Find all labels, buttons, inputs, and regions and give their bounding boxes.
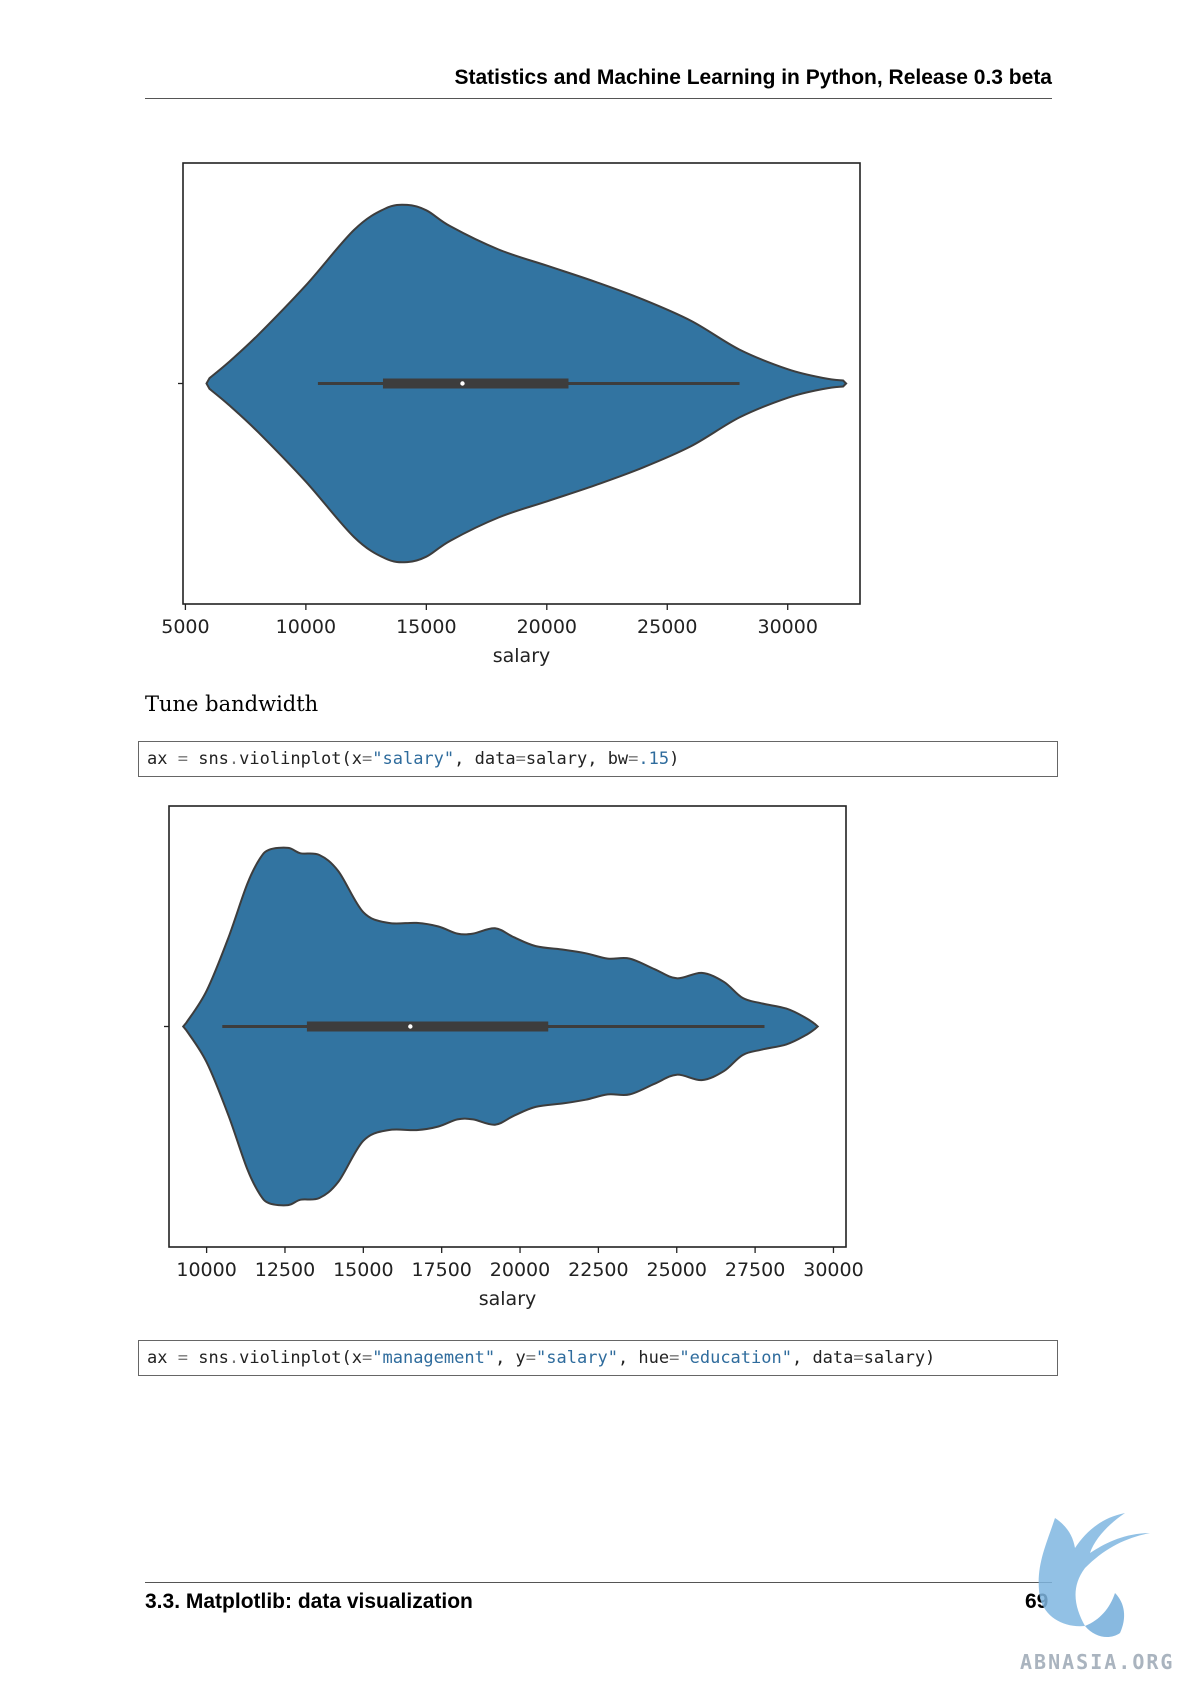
x-axis-label: salary: [479, 1288, 537, 1310]
x-tick-label: 30000: [757, 616, 817, 638]
running-header: Statistics and Machine Learning in Pytho…: [145, 66, 1052, 99]
x-tick-label: 27500: [725, 1259, 785, 1281]
watermark-label: ABNASIA.ORG: [1020, 1650, 1175, 1674]
x-tick-label: 17500: [411, 1259, 471, 1281]
violin-plot-1: 5000 10000 15000 20000 25000 30000 salary: [161, 160, 900, 680]
x-tick-label: 10000: [276, 616, 336, 638]
x-axis-label: salary: [493, 645, 551, 667]
x-tick-label: 12500: [255, 1259, 315, 1281]
griffin-watermark-icon: [1038, 1513, 1150, 1638]
footer-section-title: 3.3. Matplotlib: data visualization: [145, 1590, 473, 1613]
violin-plot-2: 10000 12500 15000 17500 20000 22500 25000 27500…: [164, 803, 886, 1323]
footer-rule: [145, 1582, 1052, 1583]
median-dot: [408, 1024, 413, 1029]
x-tick-label: 25000: [647, 1259, 707, 1281]
running-title: Statistics and Machine Learning in Pytho…: [454, 66, 1052, 89]
violin-plot-2-svg: 10000 12500 15000 17500 20000 22500 25000 27500…: [164, 805, 864, 1310]
iqr-box: [306, 1021, 549, 1032]
x-tick-label: 25000: [637, 616, 697, 638]
x-tick-label: 10000: [176, 1259, 236, 1281]
x-tick-label: 15000: [396, 616, 456, 638]
code-block-2: ax = sns.violinplot(x="management", y="s…: [138, 1340, 1058, 1376]
x-tick-label: 20000: [517, 616, 577, 638]
median-dot: [460, 381, 465, 386]
x-tick-label: 15000: [333, 1259, 393, 1281]
iqr-box: [382, 378, 569, 389]
x-tick-label: 30000: [803, 1259, 863, 1281]
section-paragraph: Tune bandwidth: [145, 692, 319, 716]
x-tick-label: 5000: [161, 616, 209, 638]
code-block-1: ax = sns.violinplot(x="salary", data=sal…: [138, 741, 1058, 777]
violin-plot-1-svg: 5000 10000 15000 20000 25000 30000 salary: [161, 162, 861, 667]
x-tick-label: 22500: [568, 1259, 628, 1281]
x-tick-label: 20000: [490, 1259, 550, 1281]
